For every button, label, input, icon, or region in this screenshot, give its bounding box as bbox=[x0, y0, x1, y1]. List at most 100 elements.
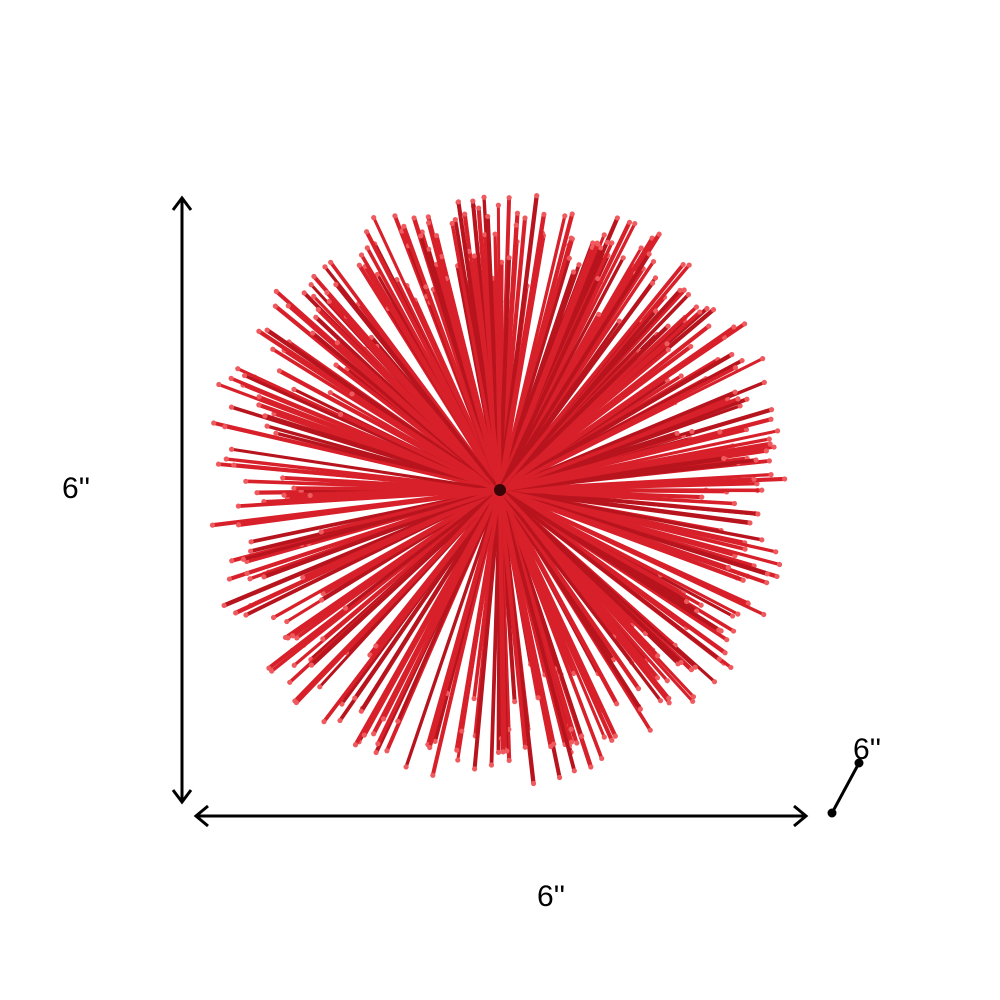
spike bbox=[498, 488, 697, 669]
spike-tip bbox=[688, 667, 695, 673]
spike-tip bbox=[352, 695, 358, 701]
spike-tip bbox=[595, 241, 601, 247]
height-arrow bbox=[171, 195, 193, 805]
spike bbox=[498, 488, 660, 658]
spike-tip bbox=[684, 598, 690, 605]
spike-tip bbox=[588, 764, 594, 770]
spike-tip bbox=[449, 220, 455, 227]
spike-tip bbox=[439, 254, 445, 260]
spike bbox=[499, 487, 702, 500]
spike bbox=[498, 489, 577, 772]
spike bbox=[493, 234, 502, 491]
spike bbox=[231, 447, 501, 492]
spike-tip bbox=[604, 239, 611, 245]
spike-tip bbox=[742, 546, 748, 552]
spike-tip bbox=[373, 749, 379, 756]
spike-tip bbox=[371, 731, 377, 737]
spike bbox=[498, 488, 619, 705]
spike bbox=[301, 488, 501, 580]
spike-tip bbox=[471, 766, 478, 772]
spike bbox=[246, 488, 501, 576]
spike-tip bbox=[732, 389, 738, 395]
spike-tip bbox=[665, 323, 671, 329]
spike-tip bbox=[728, 664, 734, 671]
spike-tip bbox=[609, 737, 615, 743]
spike-tip bbox=[601, 734, 607, 740]
spike bbox=[339, 412, 501, 492]
spike-tip bbox=[352, 742, 359, 748]
spike bbox=[472, 255, 503, 491]
spike-tip bbox=[576, 262, 582, 268]
spike bbox=[498, 488, 641, 690]
spike-tip bbox=[568, 739, 575, 745]
spike bbox=[312, 295, 502, 492]
spike-tip bbox=[743, 426, 750, 433]
spike-tip bbox=[272, 303, 278, 309]
spike bbox=[498, 488, 721, 661]
spike-tip bbox=[481, 194, 487, 200]
spike bbox=[498, 215, 567, 491]
spike-tip bbox=[551, 741, 557, 747]
spike-tip bbox=[681, 287, 687, 293]
spike-tip bbox=[742, 321, 748, 327]
spike-tip bbox=[614, 701, 620, 707]
spike-tip bbox=[735, 396, 741, 402]
spike-tip bbox=[761, 611, 767, 618]
spike-tip bbox=[291, 485, 297, 491]
spike bbox=[498, 243, 600, 491]
spike bbox=[242, 488, 501, 561]
spike-tip bbox=[739, 357, 745, 364]
spike-tip bbox=[653, 308, 659, 314]
spike-tip bbox=[657, 698, 664, 704]
spike-tip bbox=[240, 556, 247, 562]
spike-tip bbox=[269, 668, 275, 674]
spike-tip bbox=[730, 628, 737, 634]
spike-tip bbox=[763, 448, 769, 454]
spike-tip bbox=[256, 328, 262, 334]
spike-tip bbox=[327, 389, 333, 396]
spike-tip bbox=[367, 652, 373, 658]
spike-tip bbox=[244, 570, 250, 576]
spike bbox=[499, 488, 765, 616]
spike bbox=[499, 487, 751, 526]
spike bbox=[287, 304, 502, 492]
spike bbox=[359, 488, 502, 713]
spike-tip bbox=[285, 303, 291, 309]
spike bbox=[310, 488, 502, 667]
spike-tip bbox=[677, 287, 683, 293]
spike-tip bbox=[476, 205, 482, 211]
spike-tip bbox=[262, 413, 268, 419]
spike bbox=[291, 488, 502, 638]
spike-tip bbox=[313, 314, 319, 320]
spike-tip bbox=[646, 251, 652, 257]
spike-tip bbox=[270, 346, 276, 352]
spike bbox=[359, 254, 502, 491]
spike-tip bbox=[311, 273, 317, 280]
spike-tip bbox=[216, 381, 222, 388]
spike bbox=[238, 487, 501, 527]
spike-tip bbox=[689, 428, 695, 435]
spike-tip bbox=[235, 503, 241, 509]
spike-tip bbox=[647, 727, 653, 733]
spike-tip bbox=[759, 537, 765, 543]
spike-tip bbox=[452, 216, 458, 223]
spike bbox=[498, 324, 670, 492]
depth-arrow bbox=[827, 758, 864, 818]
spike-tip bbox=[235, 366, 241, 372]
spike bbox=[498, 257, 625, 491]
spike-tip bbox=[401, 223, 407, 229]
spike-tip bbox=[654, 675, 661, 681]
spike-tip bbox=[754, 481, 760, 487]
spike-tip bbox=[485, 213, 491, 220]
spike-tip bbox=[766, 436, 772, 442]
spike-tip bbox=[570, 269, 577, 275]
spike-tip bbox=[514, 210, 521, 216]
spike bbox=[498, 488, 720, 632]
spike-tip bbox=[698, 602, 704, 608]
spike-tip bbox=[492, 231, 498, 237]
spike-tip bbox=[318, 529, 324, 535]
spike-tip bbox=[337, 411, 344, 417]
spike-tip bbox=[764, 580, 770, 586]
red-starburst-sphere bbox=[209, 193, 788, 787]
spike-tip bbox=[711, 679, 718, 685]
